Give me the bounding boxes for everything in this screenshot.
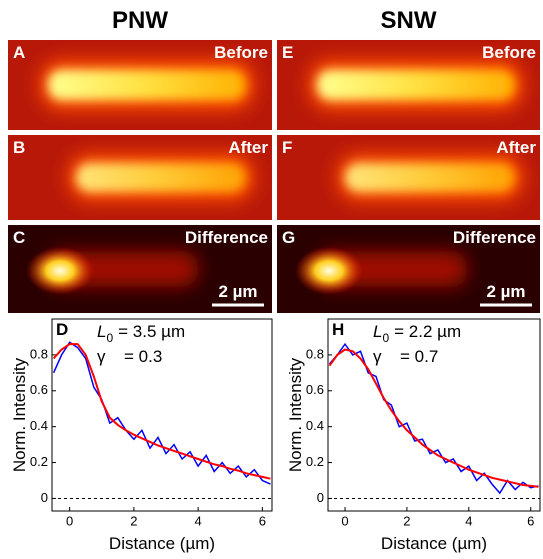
y-tick-label: 0.8 [30,346,48,361]
panel-label: After [228,138,268,157]
image-panel: 2 µm C Difference [8,225,272,313]
y-tick-label: 0.6 [30,382,48,397]
signal-blob [26,246,94,295]
x-tick-label: 6 [527,513,534,528]
annotation-subscript: 0 [382,331,389,345]
nanowire [317,69,515,101]
image-panels: A Before B After 2 µm C Difference E Before F Afte… [8,40,540,313]
column-title: SNW [381,7,437,34]
panel-letter: F [282,138,292,157]
y-tick-label: 0 [41,490,48,505]
column-title: PNW [112,7,168,34]
panel-letter: A [13,43,25,62]
panel-label: Difference [453,228,536,247]
image-panel: E Before [277,40,540,130]
image-panel: A Before [8,40,272,130]
x-axis-label: Distance (µm) [109,534,215,553]
annotation-symbol: γ [97,347,106,366]
panel-label: Difference [185,228,268,247]
panel-letter: C [13,228,25,247]
panel-label: Before [482,43,536,62]
nanowire [345,163,515,192]
y-axis-label: Norm. Intensity [10,357,29,472]
panel-letter: G [282,228,295,247]
panel-letter: B [13,138,25,157]
data-line [52,343,271,480]
y-axis-label: Norm. Intensity [286,357,305,472]
annotation-value: = 3.5 µm [118,322,185,341]
annotation-line-1: L0 = 3.5 µm [97,322,185,345]
line-chart: 0 0.2 0.4 0.6 0.8 0 2 4 6 Distance (µm) Norm. Inte… [286,318,541,553]
nanowire [48,69,246,101]
y-tick-label: 0.4 [306,418,324,433]
x-tick-label: 2 [403,513,410,528]
x-tick-label: 0 [341,513,348,528]
annotation-value: = 0.3 [124,347,162,366]
panel-letter: D [56,320,68,339]
image-panel: F After [277,135,540,220]
plot-area [51,318,273,512]
x-tick-label: 0 [66,513,73,528]
panel-label: Before [214,43,268,62]
data-line [328,348,539,488]
image-panel: B After [8,135,272,220]
x-tick-label: 6 [259,513,266,528]
y-tick-label: 0.6 [306,382,324,397]
annotation-value: = 0.7 [400,347,438,366]
annotation-symbol: L [373,322,382,341]
plot-area [327,318,541,512]
nanowire [76,163,246,192]
x-tick-label: 4 [195,513,202,528]
y-tick-label: 0.4 [30,418,48,433]
y-tick-label: 0.8 [306,346,324,361]
scale-bar-label: 2 µm [218,282,257,301]
panel-letter: E [282,43,293,62]
annotation-symbol: L [97,322,106,341]
charts: 0 0.2 0.4 0.6 0.8 0 2 4 6 Distance (µm) Norm. Inte… [10,318,541,553]
panel-letter: H [332,320,344,339]
annotation-value: = 2.2 µm [394,322,461,341]
x-axis-label: Distance (µm) [381,534,487,553]
y-tick-label: 0 [317,490,324,505]
y-tick-label: 0.2 [30,454,48,469]
annotation-subscript: 0 [106,331,113,345]
y-tick-label: 0.2 [306,454,324,469]
image-panel: 2 µm G Difference [277,225,540,313]
scale-bar-label: 2 µm [486,282,525,301]
x-tick-label: 2 [130,513,137,528]
signal-blob [295,246,363,295]
x-tick-label: 4 [465,513,472,528]
line-chart: 0 0.2 0.4 0.6 0.8 0 2 4 6 Distance (µm) Norm. Inte… [10,318,273,553]
annotation-line-1: L0 = 2.2 µm [373,322,461,345]
panel-label: After [496,138,536,157]
annotation-symbol: γ [373,347,382,366]
